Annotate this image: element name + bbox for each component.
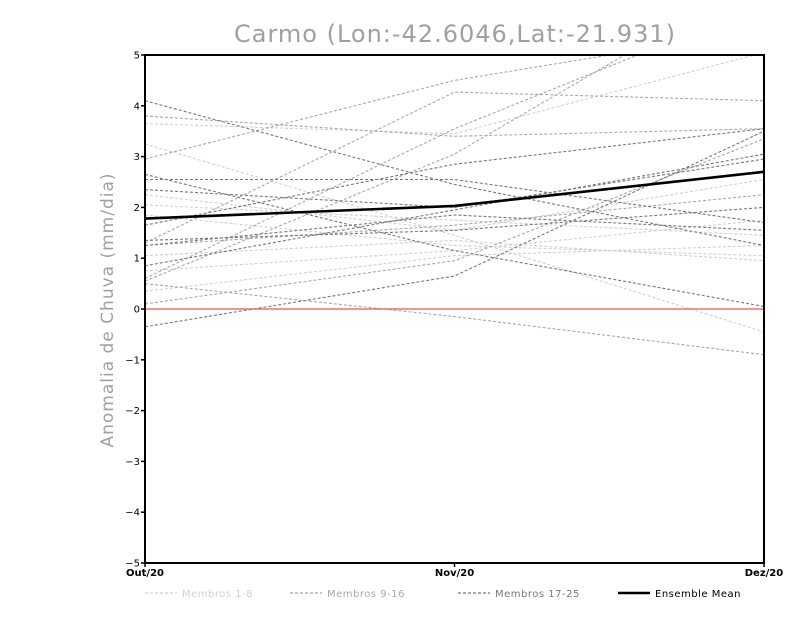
member-line-m1 <box>145 244 764 292</box>
x-axis-ticks: Out/20 Nov/20 Dez/20 <box>126 563 783 579</box>
y-tick-label: 0 <box>134 305 140 316</box>
ensemble-mean-line <box>145 170 764 220</box>
y-tick-label: 1 <box>134 254 140 265</box>
y-tick-label: 3 <box>134 152 140 163</box>
x-tick-label: Dez/20 <box>745 568 784 579</box>
legend-label-2: Membros 9-16 <box>327 589 405 600</box>
member-line-m12 <box>145 194 764 247</box>
member-line-m24 <box>145 158 764 208</box>
member-line-m18 <box>145 130 764 328</box>
chart-title: Carmo (Lon:-42.6046,Lat:-21.931) <box>234 20 676 48</box>
member-line-m15 <box>145 91 764 244</box>
member-line-m7 <box>145 214 764 257</box>
y-tick-label: −5 <box>125 559 140 570</box>
y-tick-label: 2 <box>134 203 140 214</box>
plot-area <box>145 55 764 356</box>
legend-label-3: Membros 17-25 <box>495 589 580 600</box>
member-line-m23 <box>145 214 764 247</box>
member-line-m2 <box>145 143 764 333</box>
legend-label-1: Membros 1-8 <box>182 589 253 600</box>
member-line-m4 <box>145 178 764 231</box>
member-line-m11 <box>145 138 764 305</box>
y-tick-label: 5 <box>134 51 140 62</box>
y-tick-label: −1 <box>125 355 140 366</box>
legend-label-4: Ensemble Mean <box>655 589 741 600</box>
member-line-m14 <box>145 55 613 160</box>
member-line-m16 <box>145 283 764 356</box>
member-lines <box>145 55 764 356</box>
y-tick-label: −4 <box>125 508 140 519</box>
y-tick-label: −3 <box>125 457 140 468</box>
member-line-m19 <box>145 178 764 224</box>
x-tick-label: Out/20 <box>126 568 164 579</box>
member-line-m20 <box>145 206 764 241</box>
member-line-m5 <box>145 55 757 135</box>
member-line-m3 <box>145 239 764 262</box>
member-line-m22 <box>145 173 764 308</box>
ensemble-mean-group <box>145 170 764 220</box>
y-tick-label: 4 <box>134 101 140 112</box>
y-axis-ticks: −5 −4 −3 −2 −1 0 1 2 3 4 5 <box>125 51 145 570</box>
member-line-m25 <box>145 128 764 226</box>
member-line-m9 <box>145 55 626 282</box>
x-tick-label: Nov/20 <box>435 568 474 579</box>
y-tick-label: −2 <box>125 406 140 417</box>
member-line-m17 <box>145 100 764 247</box>
member-line-m8 <box>145 204 764 236</box>
legend: Membros 1-8 Membros 9-16 Membros 17-25 Ense… <box>145 589 741 600</box>
member-line-m10 <box>145 115 764 137</box>
y-axis-label: Anomalia de Chuva (mm/dia) <box>98 172 118 447</box>
